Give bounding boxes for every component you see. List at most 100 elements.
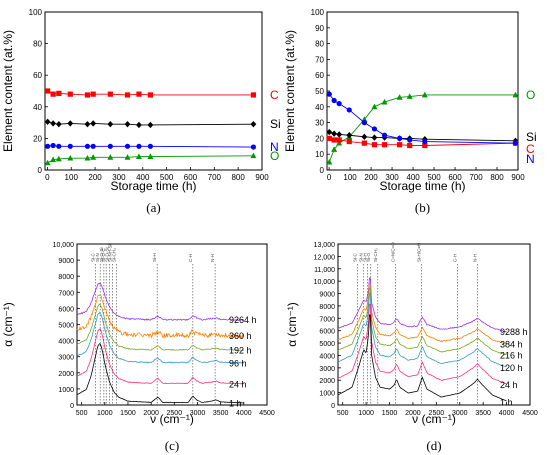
peak-label: Si-CH₃ xyxy=(373,248,378,262)
spectrum-label: 24 h xyxy=(500,380,518,390)
data-point xyxy=(50,91,56,97)
y-tick-label: 90 xyxy=(315,24,324,33)
data-point xyxy=(124,120,131,128)
data-point xyxy=(396,94,403,100)
data-point xyxy=(512,140,519,146)
x-tick-label: 600 xyxy=(184,173,198,182)
spectrum-label: 1 h xyxy=(500,398,513,408)
x-tick-label: 200 xyxy=(88,173,102,182)
y-axis-label: Element content (at.%) xyxy=(1,30,15,152)
x-tick-label: 500 xyxy=(337,410,349,417)
chart-panel-b: 0 10 20 30 40 50 60 70 80 90 100 0 100 200 300 400 500 60… xyxy=(283,8,537,215)
data-point xyxy=(250,144,257,150)
peak-label: Si-O-Si xyxy=(104,248,109,263)
x-tick-label: 3000 xyxy=(452,410,468,417)
series-label-o: O xyxy=(270,149,279,163)
data-point xyxy=(107,120,114,128)
y-tick-label: 2000 xyxy=(58,371,74,378)
spectrum-label: 192 h xyxy=(229,346,252,356)
x-tick-label: 100 xyxy=(343,173,357,182)
data-point xyxy=(45,88,51,94)
y-tick-label: 1000 xyxy=(58,387,74,394)
x-tick-label: 4500 xyxy=(522,410,538,417)
data-point xyxy=(407,137,413,143)
series-label-c: C xyxy=(270,88,279,102)
data-point xyxy=(371,134,378,141)
data-point xyxy=(136,143,142,149)
x-axis-label: ν (cm⁻¹) xyxy=(412,412,456,426)
x-tick-label: 0 xyxy=(45,173,50,182)
y-tick-label: 50 xyxy=(315,87,324,96)
spectrum-line xyxy=(337,277,507,333)
x-tick-label: 1500 xyxy=(382,410,398,417)
data-point xyxy=(44,118,51,126)
x-tick-label: 2500 xyxy=(167,410,183,417)
spectrum-line xyxy=(337,282,507,345)
spectrum-line xyxy=(337,303,507,385)
x-tick-label: 4000 xyxy=(499,410,515,417)
peak-label: Si-O-Si xyxy=(99,248,104,263)
x-tick-label: 300 xyxy=(385,173,399,182)
chart-panel-c: 0 1000 2000 3000 4000 5000 6000 7000 8000 9000 10,… xyxy=(1,242,275,453)
y-tick-label: 0 xyxy=(38,166,43,175)
x-tick-label: 800 xyxy=(231,173,245,182)
x-tick-label: 600 xyxy=(448,173,462,182)
data-point xyxy=(407,142,413,149)
series-label-n: N xyxy=(270,140,279,154)
data-point xyxy=(346,138,352,145)
y-tick-label: 10 xyxy=(315,150,324,159)
spectrum-label: 216 h xyxy=(500,350,523,360)
data-point xyxy=(250,120,257,128)
peak-label: Si-N xyxy=(358,253,363,262)
series-label-si: Si xyxy=(270,117,281,131)
spectrum-line xyxy=(76,303,245,352)
peak-label: N-H xyxy=(473,254,478,262)
x-axis-label: ν (cm⁻¹) xyxy=(150,412,194,426)
data-point xyxy=(56,90,62,96)
y-tick-label: 2000 xyxy=(319,378,335,385)
x-tick-label: 2000 xyxy=(405,410,421,417)
y-axis-label: Element content (at.%) xyxy=(283,30,297,152)
y-tick-label: 70 xyxy=(315,55,324,64)
data-point xyxy=(67,154,74,161)
x-tick-label: 900 xyxy=(511,173,525,182)
data-point xyxy=(107,91,113,97)
y-tick-label: 5000 xyxy=(319,341,335,348)
x-tick-label: 400 xyxy=(136,173,150,182)
spectrum-line xyxy=(76,294,245,340)
spectrum-line xyxy=(76,343,244,404)
spectrum-label: 9264 h xyxy=(229,315,257,325)
data-point xyxy=(422,142,428,149)
data-point xyxy=(336,137,342,143)
data-point xyxy=(84,154,91,161)
data-point xyxy=(381,98,388,105)
series-label-n: N xyxy=(526,152,535,166)
data-point xyxy=(107,143,113,149)
spectrum-label: 96 h xyxy=(229,358,247,368)
y-tick-label: 20 xyxy=(315,134,324,143)
data-point xyxy=(90,120,97,127)
peak-label: Si-NH-Si xyxy=(108,245,113,263)
spectrum-label: 384 h xyxy=(500,339,523,349)
x-tick-label: 800 xyxy=(490,173,504,182)
data-point xyxy=(336,139,343,146)
data-point xyxy=(135,153,142,159)
data-point xyxy=(361,116,368,122)
panel-label: (a) xyxy=(146,200,160,215)
spectrum-line xyxy=(337,292,507,368)
peak-label: Si-C xyxy=(91,253,96,262)
panel-label: (b) xyxy=(415,200,430,215)
x-tick-label: 900 xyxy=(255,173,269,182)
y-tick-label: 10,000 xyxy=(314,279,336,286)
x-tick-label: 2500 xyxy=(429,410,445,417)
y-tick-label: 0 xyxy=(331,403,335,410)
data-point xyxy=(331,137,337,143)
data-point xyxy=(84,120,91,128)
data-point xyxy=(124,92,131,98)
x-tick-label: 700 xyxy=(469,173,483,182)
y-tick-label: 5000 xyxy=(58,323,74,330)
spectrum-label: 360 h xyxy=(229,331,252,341)
x-tick-label: 500 xyxy=(76,410,88,417)
y-tick-label: 7000 xyxy=(319,316,335,323)
